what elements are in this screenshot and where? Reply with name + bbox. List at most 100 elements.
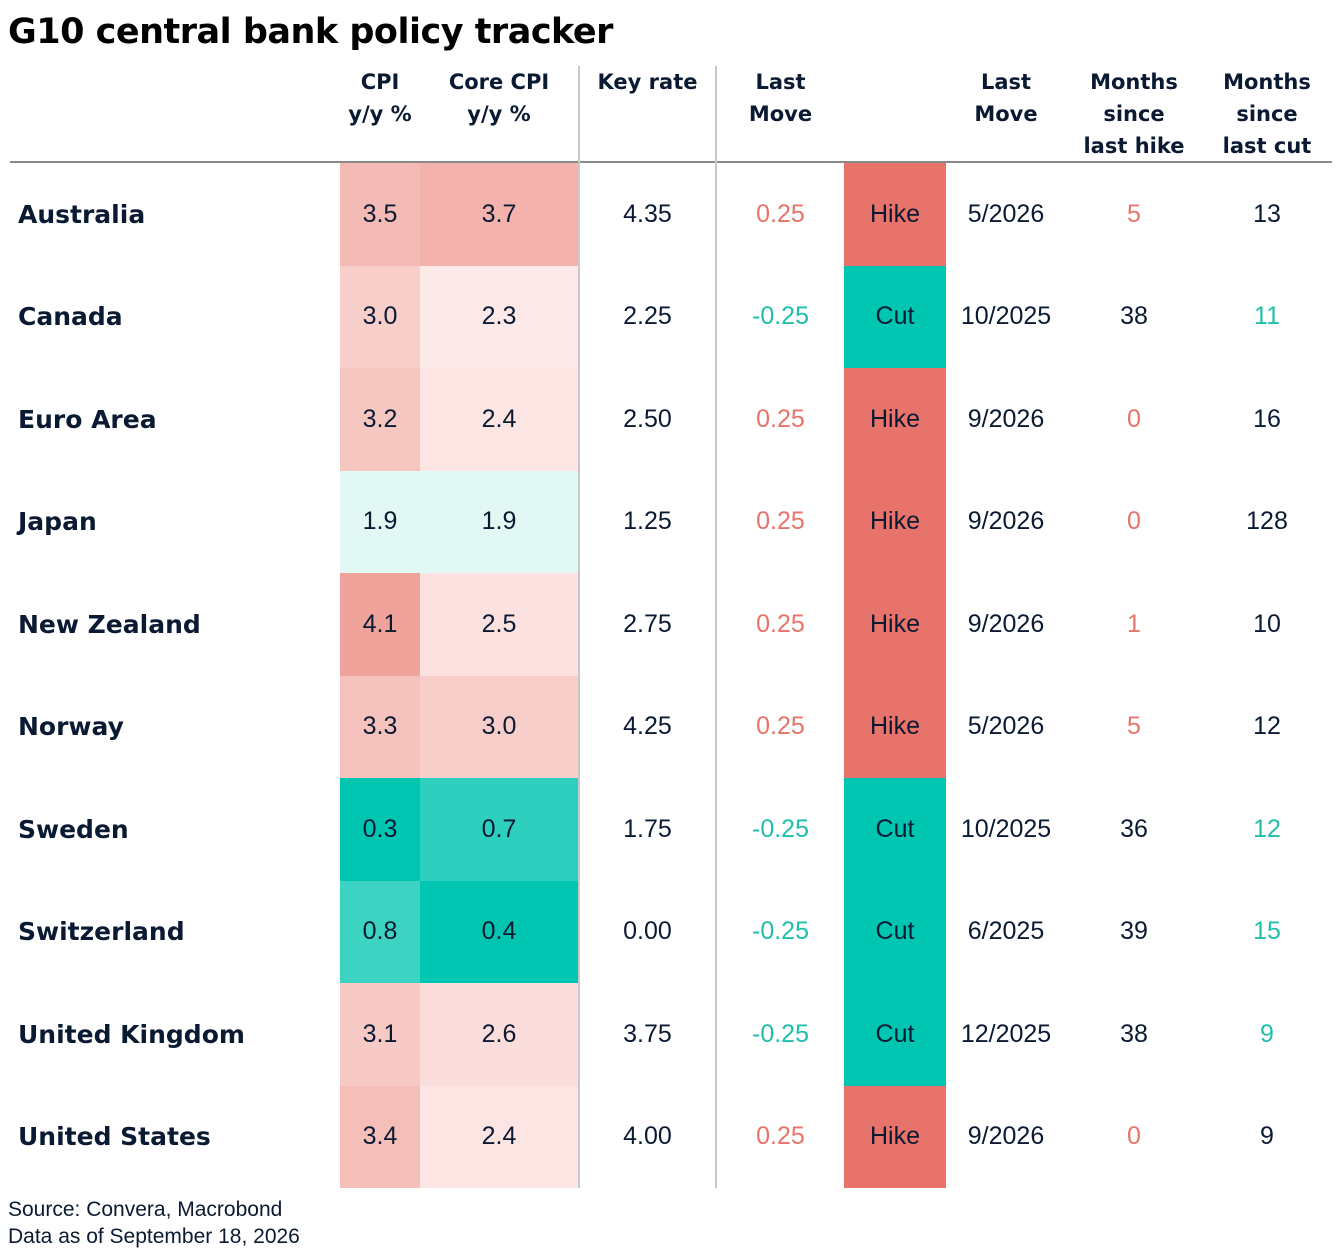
country-name: Australia [18,199,146,229]
direction-badge: Cut [844,880,946,983]
last-move-date: 5/2026 [967,199,1045,228]
table-row: Japan 1.9 1.9 1.25 0.25 Hike 9/2026 0 128 [0,470,1343,573]
column-header-line: Move [748,102,813,126]
column-header-line: Months [1090,70,1178,94]
table-row: New Zealand 4.1 2.5 2.75 0.25 Hike 9/2026 1 10 [0,573,1343,676]
key-rate-value: 4.35 [623,199,672,228]
last-move-value: -0.25 [752,814,809,843]
cpi-value: 3.0 [340,265,420,368]
direction-badge: Hike [844,573,946,676]
key-rate-value: 4.00 [623,1122,672,1151]
months-since-hike: 0 [1127,404,1141,433]
last-move-date: 10/2025 [960,814,1052,843]
cpi-value: 0.3 [340,778,420,881]
core-cpi-value: 0.7 [420,778,578,881]
column-header-line: y/y % [467,102,531,126]
table-row: Sweden 0.3 0.7 1.75 -0.25 Cut 10/2025 36 12 [0,778,1343,881]
column-header-line: last hike [1083,134,1185,158]
last-move-value: 0.25 [756,712,805,741]
key-rate-value: 3.75 [623,1019,672,1048]
months-since-hike: 1 [1127,609,1141,638]
core-cpi-value: 2.4 [420,368,578,471]
months-since-hike: 36 [1120,814,1148,843]
months-since-hike: 39 [1120,917,1148,946]
months-since-cut: 16 [1253,404,1281,433]
column-header-line: Last [980,70,1032,94]
table-row: Norway 3.3 3.0 4.25 0.25 Hike 5/2026 5 12 [0,675,1343,778]
direction-badge: Cut [844,778,946,881]
country-name: Switzerland [18,917,185,947]
column-header-cpi: CPI y/y % [340,66,420,130]
column-header-months-since-cut: Months since last cut [1202,66,1332,162]
country-name: United States [18,1122,211,1152]
table-row: Euro Area 3.2 2.4 2.50 0.25 Hike 9/2026 0 16 [0,368,1343,471]
direction-badge: Cut [844,265,946,368]
cpi-value: 4.1 [340,573,420,676]
cpi-value: 3.5 [340,163,420,266]
column-divider-rate [715,66,717,1188]
core-cpi-value: 2.4 [420,1085,578,1188]
months-since-hike: 0 [1127,1122,1141,1151]
key-rate-value: 2.25 [623,302,672,331]
country-name: Sweden [18,814,129,844]
last-move-value: 0.25 [756,507,805,536]
last-move-date: 9/2026 [967,1122,1045,1151]
months-since-cut: 9 [1260,1122,1274,1151]
last-move-date: 6/2025 [967,917,1045,946]
direction-badge: Hike [844,470,946,573]
column-header-line: Key rate [597,70,698,94]
months-since-cut: 128 [1246,507,1288,536]
column-header-core-cpi: Core CPI y/y % [420,66,578,130]
country-name: United Kingdom [18,1019,245,1049]
source-line: Source: Convera, Macrobond [8,1198,283,1221]
months-since-hike: 38 [1120,1019,1148,1048]
key-rate-value: 4.25 [623,712,672,741]
months-since-hike: 38 [1120,302,1148,331]
core-cpi-value: 3.0 [420,675,578,778]
source-note: Source: Convera, Macrobond Data as of Se… [8,1196,300,1250]
cpi-value: 3.3 [340,675,420,778]
column-header-line: y/y % [348,102,412,126]
core-cpi-value: 2.5 [420,573,578,676]
last-move-date: 10/2025 [960,302,1052,331]
direction-badge: Hike [844,1085,946,1188]
months-since-cut: 9 [1260,1019,1274,1048]
cpi-value: 3.4 [340,1085,420,1188]
core-cpi-value: 2.6 [420,983,578,1086]
months-since-hike: 5 [1127,712,1141,741]
direction-badge: Hike [844,675,946,778]
column-header-key-rate: Key rate [580,66,715,98]
key-rate-value: 2.75 [623,609,672,638]
months-since-cut: 12 [1253,814,1281,843]
column-header-line: Last [755,70,806,94]
core-cpi-value: 2.3 [420,265,578,368]
column-header-line: Move [974,102,1038,126]
core-cpi-value: 0.4 [420,880,578,983]
column-header-line: last cut [1222,134,1312,158]
direction-badge: Hike [844,163,946,266]
last-move-date: 9/2026 [967,507,1045,536]
months-since-hike: 0 [1127,507,1141,536]
cpi-value: 3.1 [340,983,420,1086]
page-title: G10 central bank policy tracker [8,12,613,52]
last-move-value: 0.25 [756,404,805,433]
table-row: Switzerland 0.8 0.4 0.00 -0.25 Cut 6/2025 39 15 [0,880,1343,983]
column-header-line: CPI [360,70,400,94]
table-row: Australia 3.5 3.7 4.35 0.25 Hike 5/2026 5 13 [0,163,1343,266]
key-rate-value: 2.50 [623,404,672,433]
table-row: United Kingdom 3.1 2.6 3.75 -0.25 Cut 12/2025 3… [0,983,1343,1086]
country-name: Japan [18,507,97,537]
country-name: Norway [18,712,124,742]
last-move-date: 9/2026 [967,404,1045,433]
table-row: United States 3.4 2.4 4.00 0.25 Hike 9/2026 0 9 [0,1085,1343,1188]
country-name: New Zealand [18,609,201,639]
last-move-value: 0.25 [756,199,805,228]
header-divider [10,161,1332,163]
months-since-cut: 10 [1253,609,1281,638]
data-date-line: Data as of September 18, 2026 [8,1225,300,1248]
column-header-line: Months [1223,70,1311,94]
cpi-value: 1.9 [340,470,420,573]
column-header-last-move-date: Last Move [946,66,1066,130]
column-header-line: since [1236,102,1298,126]
months-since-hike: 5 [1127,199,1141,228]
